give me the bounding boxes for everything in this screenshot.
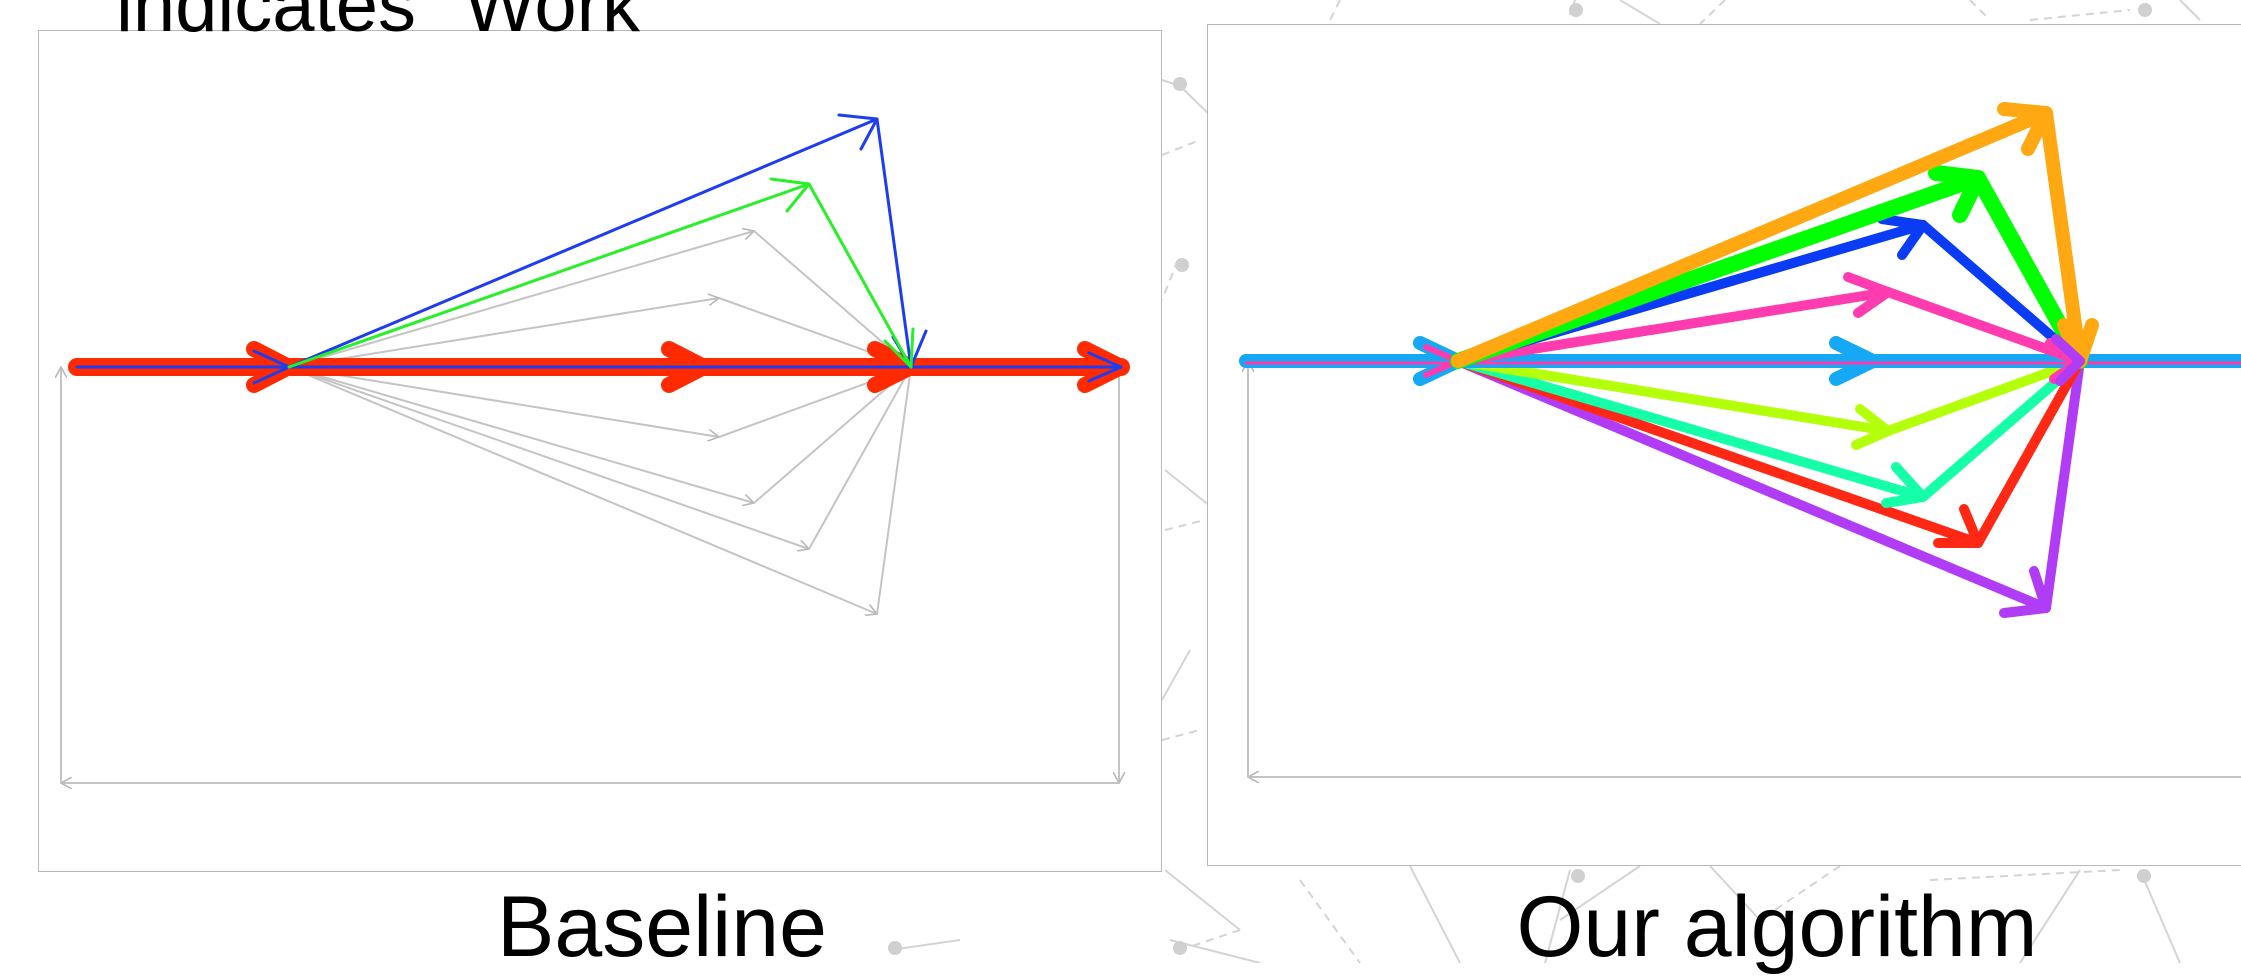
arrow-head-icon (2051, 334, 2085, 386)
arrow-head-icon (1087, 351, 1123, 383)
grey-edges (61, 231, 1119, 783)
arrow-head-icon (1829, 336, 1880, 386)
top-note: indicates "Work" (116, 0, 667, 48)
green-highlight (287, 177, 915, 369)
grey-edge (288, 298, 719, 368)
grey-edge (288, 231, 754, 368)
grey-edge (288, 366, 877, 614)
fan-path-orange (1451, 102, 2099, 368)
return-edges (1248, 361, 2241, 777)
ours-panel (1207, 24, 2241, 866)
caption-our-algorithm: Our algorithm (1516, 879, 2038, 975)
ours-graph (1239, 102, 2241, 867)
grey-edge (876, 366, 912, 615)
fan-path-lime (1453, 356, 2085, 450)
caption-baseline: Baseline (497, 879, 827, 975)
grey-edge (288, 366, 809, 549)
baseline-graph (39, 113, 1130, 873)
grey-edge (753, 366, 912, 504)
arrow-head-icon (883, 327, 915, 369)
fan-path-teal (1453, 356, 2085, 508)
blue-highlight (75, 113, 1123, 385)
merge-node-arrowheads (2045, 334, 2085, 386)
fan-path-blue (1453, 214, 2085, 366)
grey-edge (288, 366, 754, 503)
grey-edge (288, 366, 719, 437)
fan-path-purple (1453, 356, 2085, 618)
grey-edge (808, 366, 912, 550)
grey-edge (753, 230, 912, 368)
fan-path-cyan (1239, 336, 2241, 386)
baseline-panel (38, 30, 1162, 872)
